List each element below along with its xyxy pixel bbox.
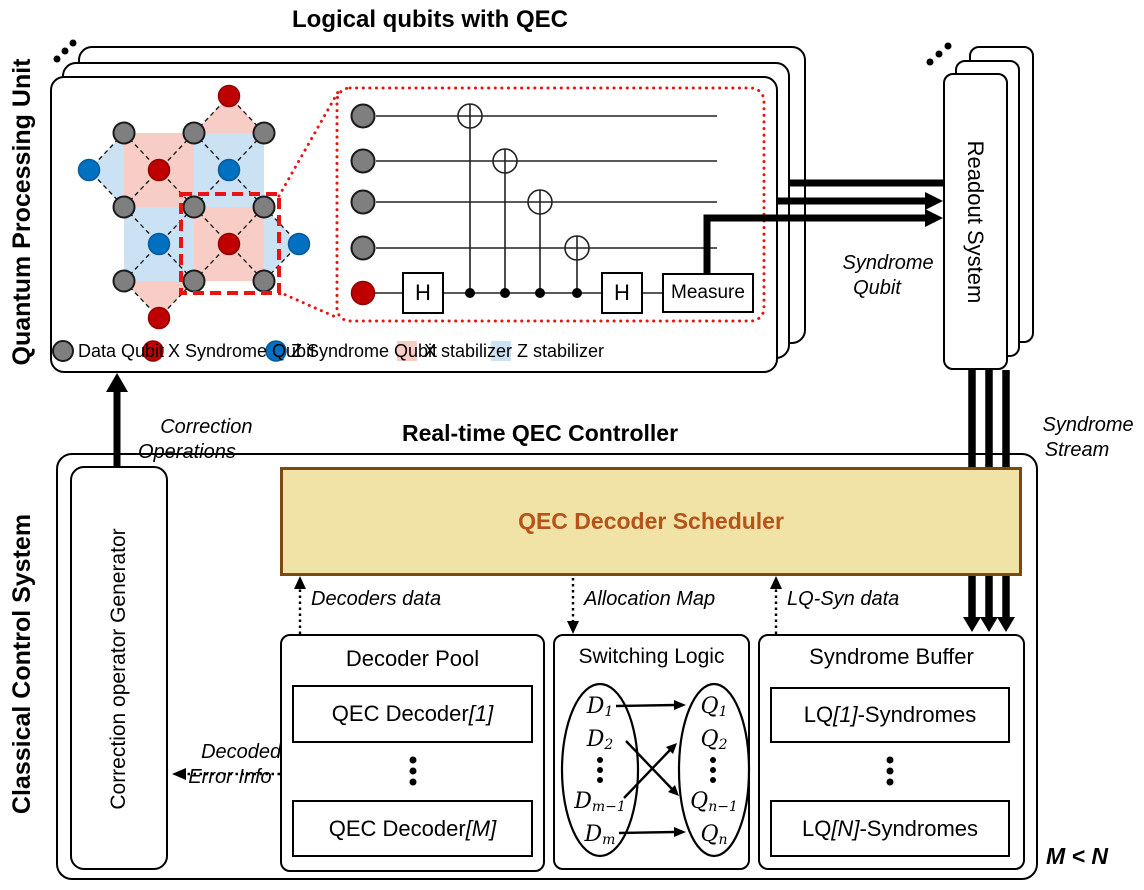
syndrome-buffer-title: Syndrome Buffer [809,644,974,669]
syndrome-qubit-label: Syndrome Qubit [842,252,934,299]
lq1-index: [1] [833,702,858,727]
figure-title: Logical qubits with QEC [292,6,568,33]
lq-syn-data-label: LQ-Syn data [787,588,900,610]
legend-data-qubit: Data Qubit [78,341,165,361]
qec-decoder-1: QEC Decoder [1] [292,685,533,743]
measure-gate-label: Measure [671,282,745,303]
syndrome-stream-label: Syndrome Stream [1042,414,1134,461]
ccs-side-label: Classical Control System [8,513,36,815]
correction-operations-label: Correction Operations [138,416,253,463]
lq1-pre: LQ [803,702,834,727]
legend-z-stabilizer: Z stabilizer [517,341,605,361]
decoded-error-info-label: Decoded Error Info [188,741,282,788]
h-gate-2-label: H [614,280,630,305]
decoder-1-index: [1] [468,701,494,726]
legend-z-syndrome: Z Syndrome Qubit [291,341,438,361]
qec-decoder-m: QEC Decoder [M] [292,800,533,857]
lqn-index: [N] [831,815,860,841]
h-gate-1-label: H [415,280,431,305]
lq1-syndromes: LQ [1] -Syndromes [770,687,1010,743]
allocation-map-label: Allocation Map [584,588,716,610]
qpu-side-label: Quantum Processing Unit [8,58,36,366]
scheduler-label: QEC Decoder Scheduler [518,508,784,534]
legend-x-stabilizer: X stabilizer [424,341,513,361]
m-less-than-n-label: M < N [1046,843,1108,869]
decoder-1-label: QEC Decoder [331,701,469,726]
decoders-data-label: Decoders data [311,588,442,610]
lqn-pre: LQ [801,815,832,841]
decoder-m-index: [M] [465,815,497,841]
decoder-m-label: QEC Decoder [328,815,466,841]
readout-stack-ellipsis-icon [926,42,952,66]
decoder-pool-title: Decoder Pool [345,646,480,671]
lq1-post: -Syndromes [857,702,977,727]
readout-box [943,73,1008,370]
ccs-box [56,453,1038,880]
qpu-box [50,76,778,373]
readout-label: Readout System [963,140,988,304]
scheduler-box: QEC Decoder Scheduler [280,467,1022,576]
legend-x-syndrome: X Syndrome Qubit [168,341,316,361]
generator-box [70,466,168,870]
lqn-post: -Syndromes [859,815,979,841]
generator-label: Correction operator Generator [107,528,130,810]
switching-logic-title: Switching Logic [578,645,725,668]
qpu-stack-ellipsis-icon [53,39,77,63]
lqn-syndromes: LQ [N] -Syndromes [770,800,1010,857]
controller-title: Real-time QEC Controller [401,420,679,446]
